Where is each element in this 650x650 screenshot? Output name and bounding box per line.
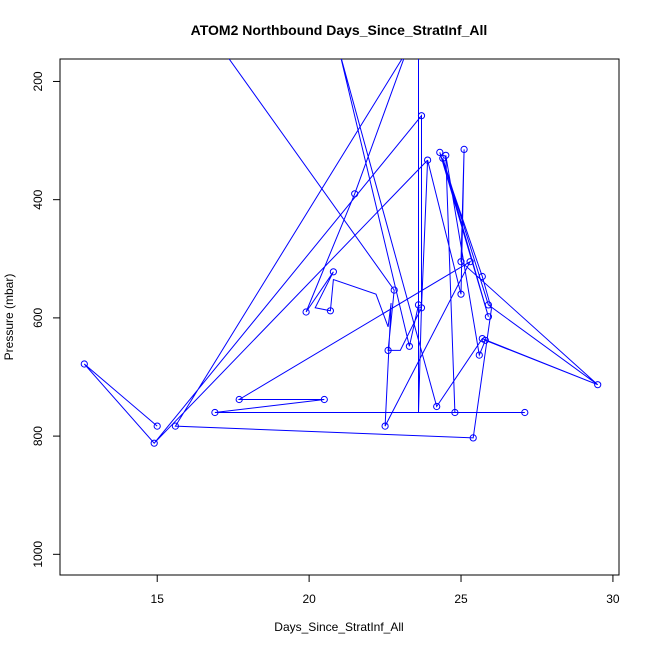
data-point — [326, 307, 334, 315]
y-tick-label: 1000 — [31, 541, 45, 568]
data-point — [381, 422, 389, 430]
x-tick-label: 15 — [151, 592, 165, 606]
x-tick-label: 20 — [302, 592, 316, 606]
data-point — [484, 301, 492, 309]
data-point — [351, 190, 359, 198]
data-point — [405, 342, 413, 350]
data-point — [390, 286, 398, 294]
x-axis: 15 20 25 30 — [151, 574, 620, 606]
data-point — [460, 145, 468, 153]
plot-frame — [59, 58, 620, 576]
data-point — [80, 360, 88, 368]
x-axis-label: Days_Since_StratInf_All — [274, 620, 403, 634]
data-point — [433, 402, 441, 411]
y-tick-label: 200 — [31, 71, 45, 91]
data-point — [521, 408, 529, 417]
data-point — [442, 151, 450, 159]
y-axis-label: Pressure (mbar) — [2, 274, 16, 361]
y-tick-label: 600 — [31, 308, 45, 328]
y-tick-label: 400 — [31, 189, 45, 209]
data-point — [211, 408, 219, 417]
y-tick-label: 800 — [31, 426, 45, 446]
data-point — [457, 258, 465, 266]
data-point — [302, 308, 310, 316]
data-point — [171, 422, 179, 430]
data-point — [436, 148, 444, 156]
data-point — [478, 272, 486, 281]
plot-area — [59, 58, 620, 576]
x-tick-label: 30 — [606, 592, 620, 606]
data-point — [153, 422, 161, 430]
series-line — [83, 59, 599, 444]
data-point — [457, 290, 465, 298]
data-point — [424, 156, 432, 164]
data-point — [451, 408, 459, 417]
data-point — [466, 258, 474, 266]
data-point — [235, 395, 243, 404]
chart-title: ATOM2 Northbound Days_Since_StratInf_All — [191, 22, 488, 38]
data-point — [475, 351, 483, 359]
data-point — [417, 112, 426, 120]
y-axis: 200 400 600 800 1000 — [31, 71, 61, 568]
data-point — [484, 313, 492, 321]
data-point — [150, 439, 158, 447]
data-point — [478, 335, 486, 343]
data-point — [320, 395, 328, 404]
x-tick-label: 25 — [454, 592, 468, 606]
data-point — [329, 268, 337, 276]
data-point — [469, 434, 477, 442]
data-point — [594, 381, 602, 389]
data-point — [384, 346, 392, 354]
data-point — [414, 301, 423, 309]
